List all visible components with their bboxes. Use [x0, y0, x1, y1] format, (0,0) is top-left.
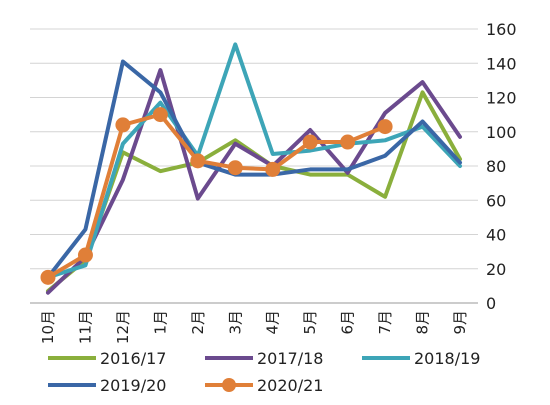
y-tick-label: 100 — [486, 123, 517, 142]
y-tick-label: 60 — [486, 191, 506, 210]
grid-lines — [30, 29, 478, 303]
x-axis-ticks: 10月 11月 12月 1月 2月 3月 4月 5月 6月 7月 8月 9月 — [39, 310, 469, 344]
y-tick-label: 120 — [486, 89, 517, 108]
data-point-2020-21 — [153, 107, 168, 122]
x-tick-label: 1月 — [151, 310, 169, 335]
data-point-2020-21 — [340, 135, 355, 150]
data-point-2020-21 — [115, 117, 130, 132]
series-lines — [48, 44, 460, 292]
data-point-2020-21 — [378, 119, 393, 134]
series-line-2020-21 — [48, 115, 385, 278]
x-tick-label: 2月 — [189, 310, 207, 335]
y-tick-label: 20 — [486, 260, 506, 279]
x-tick-label: 8月 — [414, 310, 432, 335]
y-tick-label: 0 — [486, 294, 496, 313]
legend-label: 2020/21 — [257, 376, 323, 395]
y-tick-label: 160 — [486, 20, 517, 39]
legend-label: 2016/17 — [100, 349, 166, 368]
legend-label: 2019/20 — [100, 376, 166, 395]
x-tick-label: 9月 — [451, 310, 469, 335]
data-point-2020-21 — [265, 162, 280, 177]
y-tick-label: 140 — [486, 54, 517, 73]
x-tick-label: 5月 — [301, 310, 319, 335]
x-tick-label: 11月 — [76, 310, 94, 344]
data-point-2020-21 — [41, 270, 56, 285]
legend-label: 2018/19 — [414, 349, 480, 368]
x-tick-label: 6月 — [339, 310, 357, 335]
y-axis-ticks: 0 20 40 60 80 100 120 140 160 — [486, 20, 517, 313]
legend: 2016/17 2017/18 2018/19 2019/20 2020/21 — [48, 349, 480, 395]
x-tick-label: 7月 — [376, 310, 394, 335]
legend-marker — [222, 378, 236, 392]
data-point-2020-21 — [78, 248, 93, 263]
x-tick-label: 12月 — [114, 310, 132, 344]
x-tick-label: 10月 — [39, 310, 57, 344]
data-point-2020-21 — [190, 153, 205, 168]
data-point-2020-21 — [303, 135, 318, 150]
x-tick-label: 4月 — [264, 310, 282, 335]
x-tick-label: 3月 — [226, 310, 244, 335]
y-tick-label: 80 — [486, 157, 506, 176]
legend-label: 2017/18 — [257, 349, 323, 368]
data-point-2020-21 — [228, 160, 243, 175]
y-tick-label: 40 — [486, 226, 506, 245]
